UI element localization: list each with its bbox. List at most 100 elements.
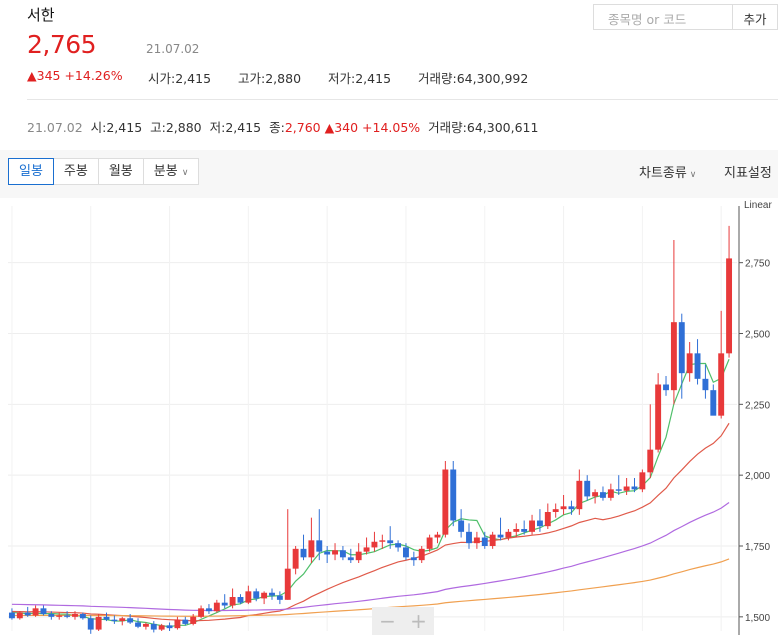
y-tick-label: 1,750	[745, 542, 770, 553]
candle-body	[174, 619, 181, 629]
candle-body	[284, 568, 291, 600]
candle-body	[639, 472, 646, 490]
candle-body	[615, 489, 622, 491]
candle-body	[631, 486, 638, 490]
candle-body	[111, 619, 118, 622]
divider	[27, 99, 778, 100]
zoom-control: − +	[372, 607, 434, 635]
candle-body	[198, 608, 205, 617]
candle-body	[387, 540, 394, 544]
tab-daily[interactable]: 일봉	[8, 158, 54, 185]
candle-body	[103, 616, 110, 620]
candle-body	[710, 390, 717, 416]
candle-body	[158, 625, 165, 630]
candle-body	[670, 322, 677, 391]
candle-body	[72, 614, 78, 617]
candle-body	[521, 529, 528, 532]
period-tabs: 일봉 주봉 월봉 분봉 ∨	[8, 158, 200, 185]
y-tick-label: 2,750	[745, 259, 770, 270]
candle-body	[418, 548, 425, 561]
candle-body	[536, 520, 543, 527]
candle-body	[544, 512, 551, 527]
candle-body	[655, 384, 662, 450]
candle-body	[726, 258, 733, 354]
candle-body	[24, 612, 31, 616]
candle-body	[489, 534, 496, 546]
candle-body	[87, 618, 94, 630]
candle-body	[576, 480, 583, 510]
candle-body	[434, 534, 441, 538]
candle-body	[592, 492, 599, 497]
candle-body	[347, 557, 354, 561]
candlestick-chart[interactable]: Linear 1,500 1,750 2,000 2,250 2,500 2,750	[0, 198, 778, 635]
candle-body	[513, 529, 520, 532]
candle-body	[442, 469, 449, 535]
candle-body	[663, 384, 669, 391]
add-button[interactable]: 추가	[733, 4, 778, 30]
candle-body	[678, 322, 685, 374]
candle-body	[166, 625, 173, 629]
search-input[interactable]: 종목명 or 코드	[593, 4, 733, 30]
y-tick-label: 2,000	[745, 471, 770, 482]
candle-body	[135, 622, 141, 627]
daily-summary: 21.07.02 시:2,415 고:2,880 저:2,415 종:2,760…	[27, 120, 539, 135]
candle-body	[403, 547, 409, 558]
high-price: 고가:2,880	[238, 71, 302, 86]
candle-body	[702, 378, 709, 391]
candle-body	[363, 547, 370, 552]
indicator-settings-button[interactable]: 지표설정	[724, 166, 772, 181]
candle-body	[40, 608, 47, 614]
candle-body	[190, 616, 197, 624]
candle-body	[410, 557, 417, 561]
tab-weekly[interactable]: 주봉	[52, 159, 98, 184]
ma20-line	[11, 422, 730, 622]
candle-body	[237, 597, 244, 603]
candle-body	[16, 612, 23, 619]
candle-body	[332, 550, 338, 555]
candle-body	[245, 591, 252, 603]
candle-body	[300, 548, 307, 558]
candle-body	[466, 531, 472, 544]
y-tick-label: 1,500	[745, 613, 770, 624]
y-tick-label: 2,500	[745, 330, 770, 341]
candle-body	[8, 612, 15, 619]
chart-type-menu[interactable]: 차트종류 ∨	[639, 166, 697, 181]
candle-body	[481, 537, 488, 546]
ma120-line	[11, 558, 730, 617]
candle-body	[221, 602, 228, 606]
candle-body	[686, 353, 693, 374]
tab-monthly[interactable]: 월봉	[97, 159, 143, 184]
candle-body	[600, 492, 606, 498]
candle-body	[142, 623, 149, 627]
candle-body	[182, 619, 189, 624]
candle-body	[450, 469, 457, 521]
candle-body	[473, 537, 480, 544]
candle-body	[371, 541, 378, 548]
candle-body	[150, 623, 157, 630]
y-scale-label: Linear	[744, 200, 772, 211]
candle-body	[213, 602, 220, 612]
volume: 거래량:64,300,992	[418, 71, 529, 86]
candle-body	[568, 506, 575, 510]
zoom-in-button[interactable]: +	[410, 609, 427, 633]
candle-body	[95, 616, 102, 630]
candle-body	[316, 540, 323, 552]
candle-body	[276, 595, 283, 600]
candle-body	[497, 534, 504, 538]
y-tick-label: 2,250	[745, 400, 770, 411]
current-price: 2,765	[27, 30, 97, 59]
candle-body	[127, 618, 134, 623]
tab-minute[interactable]: 분봉 ∨	[142, 159, 199, 184]
candle-body	[552, 509, 559, 512]
low-price: 저가:2,415	[328, 71, 392, 86]
candle-body	[426, 537, 433, 549]
candle-body	[529, 520, 536, 532]
price-date: 21.07.02	[146, 42, 200, 56]
open-price: 시가:2,415	[148, 71, 212, 86]
candle-body	[308, 540, 315, 558]
stock-name: 서한	[27, 6, 55, 24]
candle-body	[355, 551, 362, 561]
zoom-out-button[interactable]: −	[379, 609, 396, 633]
ma60-line	[11, 501, 730, 612]
chevron-down-icon: ∨	[686, 170, 697, 180]
